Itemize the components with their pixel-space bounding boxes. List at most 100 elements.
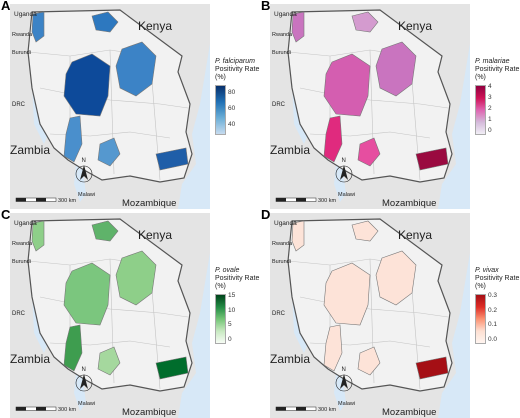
label-zambia: Zambia <box>270 143 310 157</box>
legend-rate-label: Positivity Rate (%) <box>215 66 260 81</box>
region-southwest <box>63 324 83 372</box>
region-northwest <box>291 220 305 252</box>
label-burundi: Burundi <box>12 259 31 265</box>
scale-label: 300 km <box>58 407 76 413</box>
region-border <box>39 87 189 109</box>
legend-tick-label: 0 <box>488 127 492 134</box>
region-central-west <box>63 262 111 326</box>
legend-gradient <box>475 85 486 135</box>
region-north <box>351 220 379 242</box>
label-mozambique: Mozambique <box>382 407 436 418</box>
region-northwest <box>31 11 45 43</box>
label-mozambique: Mozambique <box>122 407 176 418</box>
north-arrow <box>335 374 353 392</box>
region-north <box>91 220 119 242</box>
panel-letter: B <box>261 0 271 13</box>
legend-rate-label: Positivity Rate (%) <box>215 275 260 290</box>
region-central-east <box>115 250 157 306</box>
label-zambia: Zambia <box>270 352 310 366</box>
map-panel-c: Uganda Rwanda Burundi Kenya DRC Zambia Malawi M… <box>0 207 260 418</box>
legend: P. malariae Positivity Rate (%) 4 3 2 1 0 <box>475 58 520 135</box>
legend-tick-label: 2 <box>488 105 492 112</box>
region-south-central <box>97 346 121 376</box>
region-central-east <box>375 41 417 97</box>
region-central-west <box>323 262 371 326</box>
legend-tick-label: 60 <box>228 105 236 112</box>
north-label: N <box>82 367 86 373</box>
legend-title: P. vivax Positivity Rate (%) <box>475 267 520 291</box>
legend-tick-label: 10 <box>228 306 236 314</box>
label-uganda: Uganda <box>14 11 37 18</box>
scale-bar <box>275 197 317 202</box>
label-drc: DRC <box>272 102 286 108</box>
legend-title: P. malariae Positivity Rate (%) <box>475 58 520 82</box>
label-mozambique: Mozambique <box>382 198 436 209</box>
panel-letter: C <box>1 207 11 222</box>
legend-rate-label: Positivity Rate (%) <box>475 275 520 290</box>
region-southeast <box>155 356 189 380</box>
map: Uganda Rwanda Burundi Kenya DRC Zambia Malawi M… <box>10 213 210 418</box>
legend-species: P. malariae <box>475 58 510 65</box>
region-south-central <box>97 137 121 167</box>
label-drc: DRC <box>12 102 26 108</box>
map-panel-d: Uganda Rwanda Burundi Kenya DRC Zambia Malawi M… <box>260 207 520 418</box>
legend-tick-label: 80 <box>228 89 236 96</box>
indian-ocean <box>438 44 470 209</box>
north-arrow <box>335 165 353 183</box>
label-burundi: Burundi <box>272 50 291 56</box>
legend: P. falciparum Positivity Rate (%) 80 60 40 <box>215 58 260 135</box>
label-kenya: Kenya <box>138 19 172 33</box>
map: Uganda Rwanda Burundi Kenya DRC Zambia Malawi M… <box>270 4 470 209</box>
legend-rate-label: Positivity Rate (%) <box>475 66 520 81</box>
region-south-central <box>357 346 381 376</box>
region-northwest <box>31 220 45 252</box>
region-border <box>299 87 449 109</box>
legend-title: P. ovale Positivity Rate (%) <box>215 267 260 291</box>
label-uganda: Uganda <box>14 220 37 227</box>
label-malawi: Malawi <box>338 192 355 198</box>
label-uganda: Uganda <box>274 220 297 227</box>
legend-tick-label: 15 <box>228 292 236 299</box>
legend-tick-label: 0.1 <box>488 321 498 329</box>
legend-gradient <box>215 294 226 344</box>
legend-species: P. ovale <box>215 267 240 274</box>
region-central-west <box>63 53 111 117</box>
legend-tick-label: 0.2 <box>488 306 498 314</box>
label-mozambique: Mozambique <box>122 198 176 209</box>
indian-ocean <box>438 253 470 418</box>
legend: P. ovale Positivity Rate (%) 15 10 5 0 <box>215 267 260 344</box>
north-label: N <box>82 158 86 164</box>
legend-tick-label: 4 <box>488 83 492 90</box>
scale-bar <box>15 197 57 202</box>
legend-species: P. falciparum <box>215 58 255 65</box>
label-zambia: Zambia <box>10 143 50 157</box>
label-rwanda: Rwanda <box>12 241 33 247</box>
region-southwest <box>323 115 343 163</box>
indian-ocean <box>178 253 210 418</box>
region-border <box>39 296 189 318</box>
map: Uganda Rwanda Burundi Kenya DRC Zambia Malawi M… <box>10 4 210 209</box>
legend-species: P. vivax <box>475 267 499 274</box>
region-north <box>351 11 379 33</box>
label-zambia: Zambia <box>10 352 50 366</box>
label-burundi: Burundi <box>272 259 291 265</box>
label-drc: DRC <box>272 311 286 317</box>
legend-scale: 4 3 2 1 0 <box>475 83 520 135</box>
legend-scale: 0.3 0.2 0.1 0.0 <box>475 292 520 344</box>
scale-label: 300 km <box>318 198 336 204</box>
north-arrow <box>75 165 93 183</box>
label-malawi: Malawi <box>78 401 95 407</box>
region-south-central <box>357 137 381 167</box>
label-malawi: Malawi <box>338 401 355 407</box>
legend-tick-label: 0.3 <box>488 292 498 299</box>
legend-tick-label: 1 <box>488 116 492 123</box>
map: Uganda Rwanda Burundi Kenya DRC Zambia Malawi M… <box>270 213 470 418</box>
region-southeast <box>155 147 189 171</box>
scale-label: 300 km <box>318 407 336 413</box>
north-label: N <box>342 158 346 164</box>
region-central-east <box>375 250 417 306</box>
label-uganda: Uganda <box>274 11 297 18</box>
scale-bar <box>15 406 57 411</box>
legend: P. vivax Positivity Rate (%) 0.3 0.2 0.1 0.… <box>475 267 520 344</box>
legend-scale: 15 10 5 0 <box>215 292 260 344</box>
